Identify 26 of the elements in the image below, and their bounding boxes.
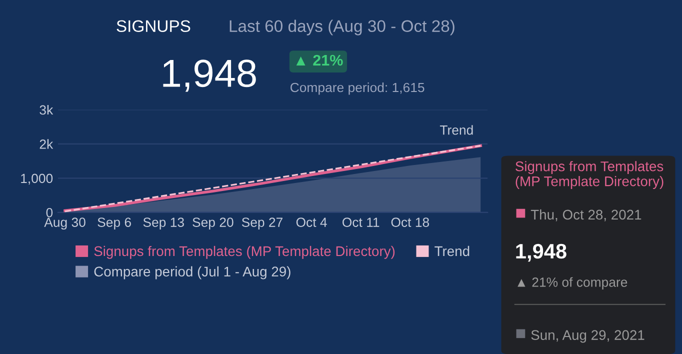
y-tick-label: 3k (40, 104, 54, 115)
text: ▲ 21% of compare (518, 277, 628, 290)
text: Compare period: 1,615 (290, 82, 424, 95)
x-tick-label: Sep 27 (242, 218, 282, 230)
legend-label: Compare period (Jul 1 - Aug 29) (94, 266, 290, 280)
text: Sun, Aug 29, 2021 (531, 330, 644, 343)
x-tick-label: Sep 20 (192, 218, 234, 230)
annotation: Trend (440, 125, 473, 135)
y-tick-label: 1,000 (21, 174, 53, 185)
text: Thu, Oct 28, 2021 (530, 209, 642, 222)
text: ▲ 21% (296, 54, 343, 66)
chart-title: SIGNUPS (116, 20, 190, 32)
text: 1,948 (163, 60, 256, 92)
x-tick-label: Sep 6 (98, 218, 131, 230)
y-tick-label: 2k (40, 139, 54, 149)
x-tick-label: Oct 11 (342, 218, 380, 227)
legend-label: Trend (434, 246, 470, 256)
x-tick-label: Oct 4 (296, 218, 327, 227)
x-tick-label: Aug 30 (44, 218, 86, 230)
x-tick-label: Sep 13 (143, 218, 184, 230)
legend-label: Signups from Templates (MP Template Directory) (94, 246, 395, 259)
x-tick-label: Oct 18 (391, 218, 430, 227)
chart-subtitle: Last 60 days (Aug 30 - Oct 28) (230, 20, 454, 36)
y-tick-label: 0 (46, 208, 53, 218)
text: 1,948 (516, 244, 566, 262)
text: Signups from Templates (MP Template Directory) (516, 161, 664, 189)
